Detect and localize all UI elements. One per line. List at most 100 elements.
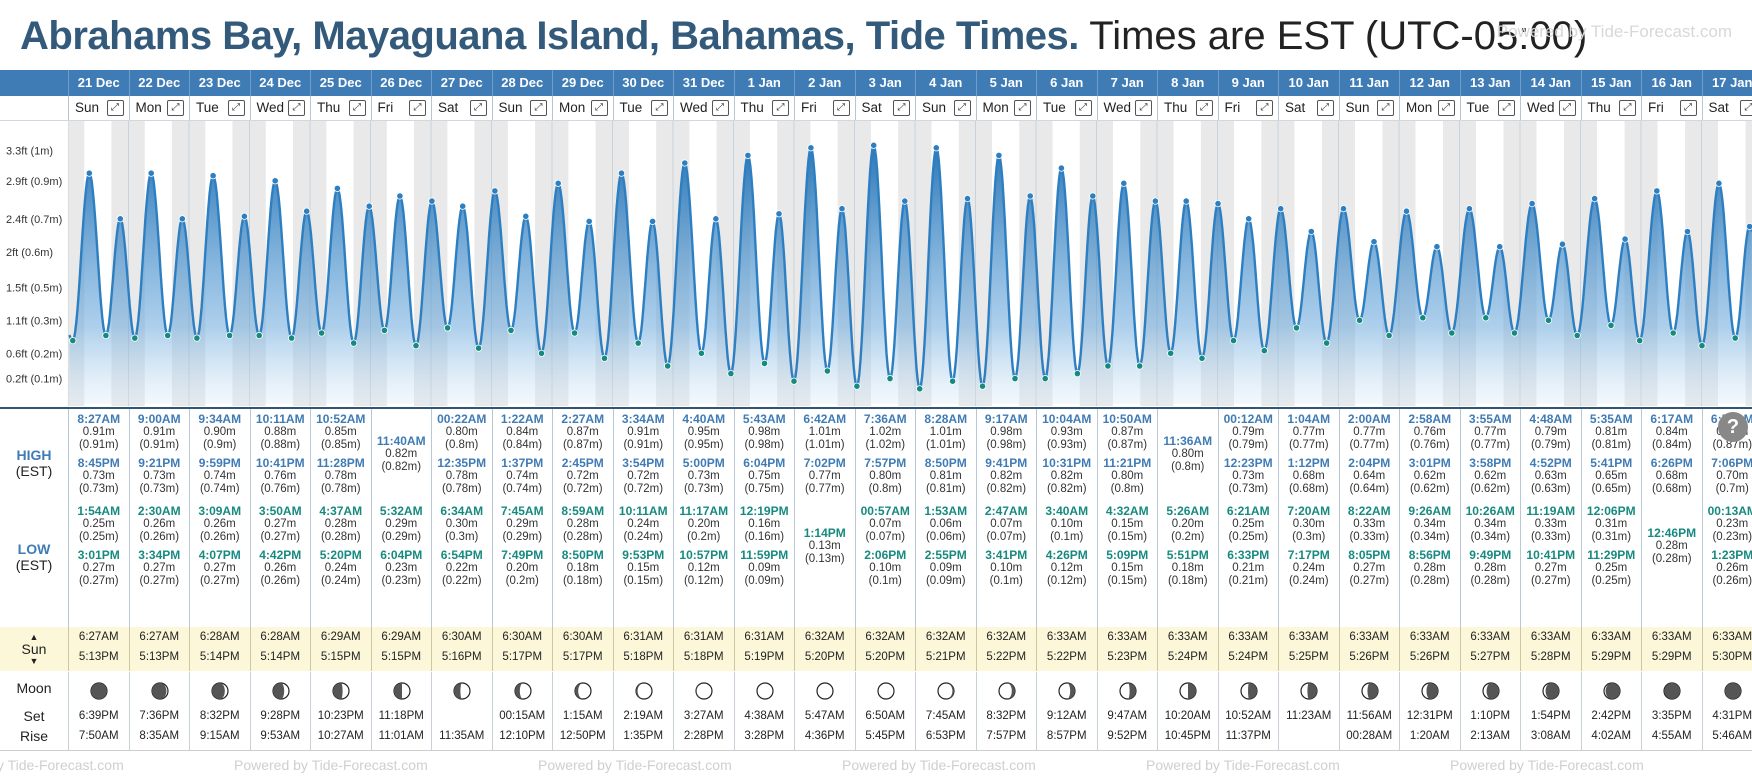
high-tide-entry: 8:28AM 1.01m (1.01m)	[916, 413, 976, 452]
low-tide-entry: 9:49PM 0.28m (0.28m)	[1461, 549, 1521, 588]
expand-day-icon[interactable]: ⤢	[590, 100, 608, 116]
day-column: 9:34AM 0.90m (0.9m) 9:59PM 0.74m (0.74m) 3:09A…	[189, 409, 250, 627]
low-tide-entry: 5:32AM 0.29m (0.29m)	[372, 505, 432, 544]
tide-height-paren: (0.12m)	[1046, 575, 1087, 587]
expand-day-icon[interactable]: ⤢	[772, 100, 789, 116]
moonset-time: 8:32PM	[986, 710, 1027, 722]
expand-day-icon[interactable]: ⤢	[953, 100, 971, 116]
tide-time: 3:09AM	[198, 504, 242, 518]
expand-day-icon[interactable]: ⤢	[530, 100, 547, 116]
expand-day-icon[interactable]: ⤢	[1256, 100, 1273, 116]
moon-shadow	[946, 683, 954, 699]
date-cell: 6 Jan	[1036, 70, 1097, 96]
expand-day-icon[interactable]: ⤢	[348, 100, 366, 116]
expand-day-icon[interactable]: ⤢	[832, 100, 850, 116]
expand-day-icon[interactable]: ⤢	[1679, 100, 1697, 116]
low-tide-point	[600, 354, 609, 362]
expand-day-icon[interactable]: ⤢	[1619, 100, 1636, 116]
weekday-cell: Tue ⤢	[1459, 96, 1521, 120]
sunrise-time: 6:27AM	[139, 631, 180, 643]
expand-day-icon[interactable]: ⤢	[1316, 100, 1334, 116]
tide-height-m: 0.98m	[748, 426, 781, 438]
tide-height-paren: (0.13m)	[804, 553, 845, 565]
expand-day-icon[interactable]: ⤢	[469, 100, 487, 116]
tide-time: 10:57PM	[679, 548, 729, 562]
expand-day-icon[interactable]: ⤢	[1014, 100, 1031, 116]
moon-cell: 2:42PM 4:02AM	[1580, 672, 1642, 750]
tide-height-m: 0.07m	[990, 518, 1023, 530]
low-tz-text: (EST)	[15, 557, 53, 573]
sun-cell: 6:29AM 5:15PM	[370, 627, 432, 671]
tide-height-paren: (0.74m)	[199, 483, 240, 495]
moon-shadow	[1366, 683, 1378, 699]
tide-time: 10:41PM	[255, 456, 305, 470]
tide-height-m: 1.01m	[929, 426, 962, 438]
moon-cell: 8:32PM 9:15AM	[189, 672, 250, 750]
tide-height-paren: (0.8m)	[445, 439, 479, 451]
high-tide-entry: 2:45PM 0.72m (0.72m)	[553, 457, 613, 496]
expand-day-icon[interactable]: ⤢	[1740, 100, 1752, 116]
low-tide-entry: 7:17PM 0.24m (0.24m)	[1279, 549, 1339, 588]
expand-day-icon[interactable]: ⤢	[1437, 100, 1455, 116]
tide-height-m: 0.79m	[1232, 426, 1265, 438]
moon-shadow	[1067, 683, 1075, 699]
low-tide-entry: 6:34AM 0.30m (0.3m)	[432, 505, 492, 544]
tide-height-paren: (0.63m)	[1530, 483, 1571, 495]
tide-height-m: 0.77m	[1474, 426, 1507, 438]
tide-height-m: 0.33m	[1353, 518, 1386, 530]
expand-day-icon[interactable]: ⤢	[106, 100, 124, 116]
tide-height-m: 0.27m	[264, 518, 297, 530]
tide-height-m: 0.27m	[1534, 562, 1567, 574]
low-tide-point	[380, 326, 388, 334]
sun-cell: 6:33AM 5:29PM	[1641, 627, 1702, 671]
low-tide-point	[102, 331, 110, 340]
high-tide-entry: 6:04PM 0.75m (0.75m)	[735, 457, 795, 496]
tide-height-m: 0.28m	[1474, 562, 1507, 574]
date-cell: 3 Jan	[854, 70, 916, 96]
tide-height-m: 0.30m	[1292, 518, 1325, 530]
expand-day-icon[interactable]: ⤢	[1377, 100, 1394, 116]
expand-day-icon[interactable]: ⤢	[167, 100, 184, 116]
moon-phase-icon	[1118, 682, 1137, 700]
tide-height-paren: (0.77m)	[804, 483, 845, 495]
tide-height-m: 0.82m	[385, 448, 418, 460]
tide-time: 3:58PM	[1469, 456, 1512, 470]
moonrise-time: 7:50AM	[78, 730, 119, 742]
low-tide-point	[1636, 337, 1644, 345]
tide-height-m: 0.80m	[445, 426, 478, 438]
tide-height-m: 0.15m	[1111, 518, 1144, 530]
date-cell: 24 Dec	[249, 70, 311, 96]
tide-height-m: 0.78m	[445, 470, 478, 482]
moon-disc	[876, 682, 895, 700]
low-tide-entry: 7:45AM 0.29m (0.29m)	[493, 505, 553, 544]
weekday-cell: Thu ⤢	[733, 96, 795, 120]
high-tide-point	[1277, 205, 1285, 213]
tide-height-m: 0.28m	[1413, 562, 1446, 574]
expand-day-icon[interactable]: ⤢	[288, 100, 305, 116]
moonset-time: 6:39PM	[78, 710, 119, 722]
help-icon[interactable]: ?	[1718, 412, 1748, 442]
expand-day-icon[interactable]: ⤢	[409, 100, 426, 116]
expand-day-icon[interactable]: ⤢	[1135, 100, 1152, 116]
tide-height-paren: (0.76m)	[1409, 439, 1450, 451]
expand-day-icon[interactable]: ⤢	[1498, 100, 1515, 116]
tide-height-m: 0.81m	[1595, 426, 1628, 438]
tide-time: 9:49PM	[1469, 548, 1512, 562]
high-tide-entry: 12:35PM 0.78m (0.78m)	[432, 457, 492, 496]
expand-day-icon[interactable]: ⤢	[893, 100, 910, 116]
expand-day-icon[interactable]: ⤢	[711, 100, 729, 116]
low-tide-point	[443, 324, 452, 332]
expand-day-icon[interactable]: ⤢	[227, 100, 245, 116]
day-column: 8:27AM 0.91m (0.91m) 8:45PM 0.73m (0.73m) 1:54…	[68, 409, 129, 627]
tide-time: 6:42AM	[803, 412, 847, 426]
expand-day-icon[interactable]: ⤢	[651, 100, 668, 116]
tide-height-paren: (0.29m)	[502, 531, 543, 543]
date-cell: 1 Jan	[733, 70, 795, 96]
expand-day-icon[interactable]: ⤢	[1074, 100, 1092, 116]
sunset-time: 5:17PM	[562, 651, 603, 663]
tide-time: 7:57PM	[864, 456, 907, 470]
day-column: 11:40AM 0.82m (0.82m) 5:32AM 0.29m (0.29m) 6:0…	[370, 409, 432, 627]
expand-day-icon[interactable]: ⤢	[1558, 100, 1576, 116]
expand-day-icon[interactable]: ⤢	[1195, 100, 1213, 116]
sunset-time: 5:18PM	[683, 651, 724, 663]
